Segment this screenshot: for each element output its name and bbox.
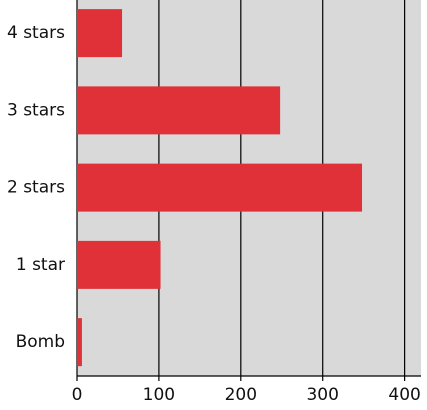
x-tick-label: 400	[388, 385, 420, 405]
x-tick-label: 100	[143, 385, 175, 405]
bar	[77, 86, 281, 135]
x-tick-label: 300	[306, 385, 338, 405]
y-tick-label: 1 star	[16, 255, 65, 275]
bar	[77, 9, 123, 58]
bar	[77, 240, 161, 289]
y-tick-label: 2 stars	[7, 178, 65, 198]
x-tick-label: 200	[225, 385, 257, 405]
y-tick-label: 3 stars	[7, 100, 65, 120]
bar	[77, 318, 82, 367]
y-tick-label: Bomb	[16, 332, 65, 352]
x-tick-label: 0	[72, 385, 83, 405]
bar	[77, 163, 363, 212]
y-tick-label: 4 stars	[7, 23, 65, 43]
